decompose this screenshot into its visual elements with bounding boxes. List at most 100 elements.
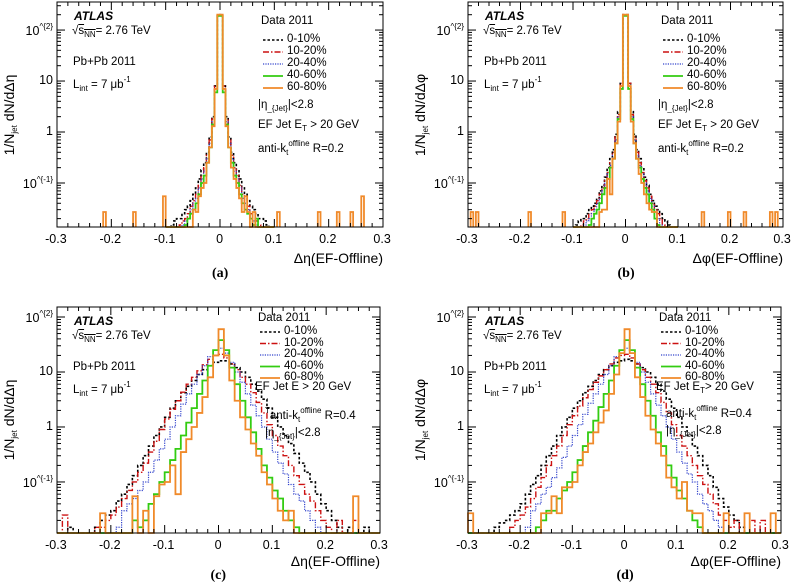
legend-entry: 20-40% (284, 348, 324, 360)
y-tick-label: 10^{-1} (22, 473, 53, 490)
y-tick-label: 10^{-1} (433, 473, 464, 490)
y-tick-label: 1 (457, 124, 464, 138)
x-tick-label: -0.1 (153, 232, 176, 246)
selection-cut-label: EF Jet ET > 20 GeV (658, 119, 760, 133)
energy-label: √sNN= 2.76 TeV (483, 25, 562, 39)
histogram-series-0-10pct (468, 358, 781, 534)
x-tick-label: 0.1 (667, 538, 685, 552)
x-tick-label: -0.3 (456, 232, 478, 246)
histogram-series-60-80pct (469, 13, 779, 228)
x-axis-label: Δφ(EF-Offline) (690, 553, 781, 569)
collision-system-label: Pb+Pb 2011 (73, 56, 136, 68)
legend-entry: 40-60% (687, 69, 727, 81)
x-tick-label: 0.3 (370, 538, 388, 552)
y-tick-label: 10 (39, 73, 53, 88)
x-tick-label: 0.3 (773, 232, 791, 246)
y-tick-label: 10^{-1} (22, 174, 53, 191)
legend-entry: 40-60% (287, 69, 327, 81)
x-tick-label: 0 (216, 232, 224, 246)
x-tick-label: 0.2 (719, 538, 737, 552)
legend-entry: 0-10% (687, 33, 721, 45)
legend-entry: 20-40% (287, 57, 327, 69)
y-tick-label: 1 (46, 124, 53, 138)
x-tick-label: -0.2 (99, 232, 122, 246)
x-tick-label: 0.2 (319, 232, 337, 246)
x-tick-label: -0.2 (508, 232, 531, 246)
x-tick-label: 0 (620, 538, 628, 552)
legend-title: Data 2011 (661, 15, 714, 27)
legend-title: Data 2011 (258, 312, 311, 324)
x-tick-label: 0.1 (668, 232, 686, 246)
atlas-label: ATLAS (74, 314, 114, 328)
energy-label: √sNN= 2.76 TeV (72, 330, 151, 344)
y-axis-label: 1/Njet dN/dΔφ (412, 73, 430, 156)
histogram-series-60-80pct (57, 328, 380, 534)
atlas-label: ATLAS (485, 314, 525, 328)
y-axis-label: 1/Njet dN/dΔφ (412, 378, 430, 462)
selection-cut-label: |η_{Jet}|<2.8 (658, 99, 714, 113)
panel-label: (a) (212, 266, 229, 281)
y-tick-label: 10^{2} (436, 308, 464, 325)
x-tick-label: 0.1 (262, 538, 281, 552)
selection-cut-label: anti-ktoffline R=0.2 (258, 139, 344, 157)
legend-entry: 20-40% (685, 348, 725, 360)
y-tick-label: 10^{2} (25, 308, 53, 325)
y-tick-label: 10 (450, 363, 464, 378)
legend-entry: 60-80% (685, 371, 725, 383)
energy-label: √sNN= 2.76 TeV (72, 25, 151, 39)
x-tick-label: 0 (621, 232, 629, 246)
legend-title: Data 2011 (659, 312, 712, 324)
panel-label: (b) (617, 266, 635, 281)
panel-a (56, 1, 384, 228)
x-axis-label: Δη(EF-Offline) (293, 250, 383, 266)
x-tick-label: -0.1 (152, 538, 175, 552)
x-tick-label: 0.2 (720, 232, 739, 246)
legend-entry: 10-20% (284, 336, 324, 349)
legend-entry: 0-10% (287, 33, 321, 45)
panel-b (467, 1, 784, 228)
y-tick-label: 10^{2} (436, 22, 464, 39)
x-tick-label: -0.3 (45, 538, 67, 552)
legend-entry: 10-20% (687, 45, 727, 57)
legend-entry: 40-60% (284, 359, 324, 372)
x-tick-label: 0 (214, 538, 222, 552)
energy-label: √sNN= 2.76 TeV (483, 330, 562, 344)
selection-cut-label: Tanti-ktoffline R=0.4 (265, 406, 356, 424)
legend-entry: 0-10% (284, 325, 318, 337)
y-tick-label: 10 (450, 73, 464, 88)
atlas-label: ATLAS (485, 9, 525, 23)
x-tick-label: 0.1 (264, 232, 283, 246)
collision-system-label: Pb+Pb 2011 (73, 361, 136, 373)
selection-cut-label: |η_{Jet}|<2.8 (666, 425, 722, 439)
x-tick-label: 0.3 (373, 232, 391, 246)
selection-cut-label: EF Jet E > 20 GeV (255, 381, 352, 393)
selection-cut-label: |η_{Jet}|<2.8 (265, 427, 321, 441)
panel-c (56, 306, 381, 534)
histogram-series-60-80pct (102, 13, 365, 228)
luminosity-label: Lint = 7 μb-1 (73, 380, 131, 398)
y-axis-label: 1/Njet dN/dΔη (1, 379, 19, 461)
collision-system-label: Pb+Pb 2011 (484, 361, 547, 373)
selection-cut-label: EF Jet ET> 20 GeV (656, 381, 754, 395)
histogram-series-40-60pct (573, 14, 678, 228)
legend-entry: 40-60% (685, 359, 725, 372)
x-tick-label: 0.2 (316, 538, 334, 552)
legend-entry: 20-40% (687, 57, 727, 69)
legend-entry: 10-20% (287, 45, 327, 57)
x-tick-label: 0.3 (771, 538, 789, 552)
x-tick-label: -0.3 (456, 538, 478, 552)
y-axis-label: 1/Njet dN/dΔη (1, 74, 19, 155)
x-axis-label: Δη(EF-Offline) (290, 553, 380, 569)
x-axis-label: Δφ(EF-Offline) (692, 250, 783, 266)
panel-d (467, 306, 782, 534)
collision-system-label: Pb+Pb 2011 (484, 56, 547, 68)
selection-cut-label: anti-ktoffline R=0.4 (666, 404, 752, 422)
luminosity-label: Lint = 7 μb-1 (484, 380, 542, 398)
x-tick-label: -0.1 (561, 232, 583, 246)
luminosity-label: Lint = 7 μb-1 (73, 75, 131, 93)
x-tick-label: -0.1 (560, 538, 583, 552)
panel-label: (d) (616, 568, 634, 583)
atlas-label: ATLAS (74, 9, 114, 23)
x-tick-label: -0.2 (98, 538, 121, 552)
